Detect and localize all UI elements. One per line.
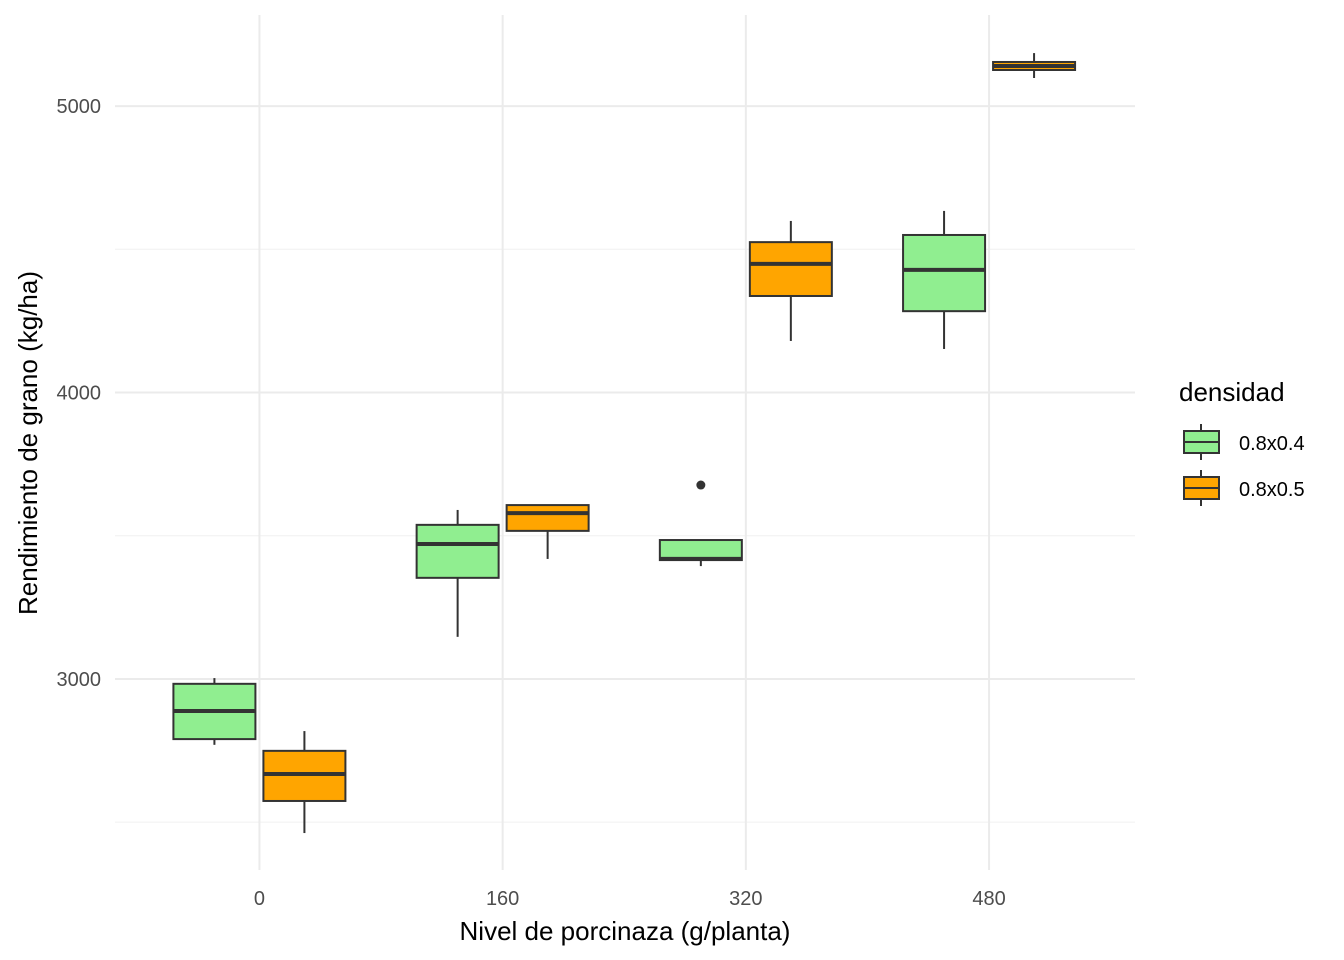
- box-iqr: [505, 504, 590, 532]
- box-0.8x0.5-480: [992, 53, 1077, 79]
- box-iqr: [902, 233, 987, 313]
- box-0.8x0.5-160: [505, 504, 590, 559]
- legend-label: 0.8x0.5: [1239, 479, 1305, 501]
- box-0.8x0.5-0: [262, 731, 347, 834]
- legend-title: densidad: [1179, 377, 1285, 407]
- outlier-point: [696, 480, 706, 490]
- box-0.8x0.4-160: [415, 509, 500, 637]
- x-tick-label: 480: [972, 888, 1005, 910]
- box-0.8x0.4-320: [658, 480, 743, 567]
- box-0.8x0.4-0: [172, 678, 257, 745]
- box-iqr: [415, 523, 500, 579]
- box-0.8x0.5-320: [748, 220, 833, 341]
- x-axis-title: Nivel de porcinaza (g/planta): [460, 916, 791, 946]
- y-axis-title: Rendimiento de grano (kg/ha): [13, 271, 43, 615]
- box-0.8x0.4-480: [902, 210, 987, 349]
- y-tick-label: 3000: [57, 669, 102, 691]
- legend-entry: 0.8x0.5: [1183, 470, 1305, 506]
- x-tick-label: 0: [254, 888, 265, 910]
- box-iqr: [748, 241, 833, 297]
- y-tick-label: 4000: [57, 383, 102, 405]
- x-tick-label: 320: [729, 888, 762, 910]
- x-tick-labels: 0 160 320 480: [254, 888, 1006, 910]
- legend-entry: 0.8x0.4: [1183, 424, 1305, 460]
- y-tick-labels: 3000 4000 5000: [57, 96, 102, 691]
- legend: densidad 0.8x0.4 0.8x0.5: [1179, 377, 1305, 506]
- y-tick-label: 5000: [57, 96, 102, 118]
- legend-label: 0.8x0.4: [1239, 433, 1305, 455]
- grid: [115, 15, 1135, 870]
- boxes: [172, 53, 1077, 834]
- x-tick-label: 160: [486, 888, 519, 910]
